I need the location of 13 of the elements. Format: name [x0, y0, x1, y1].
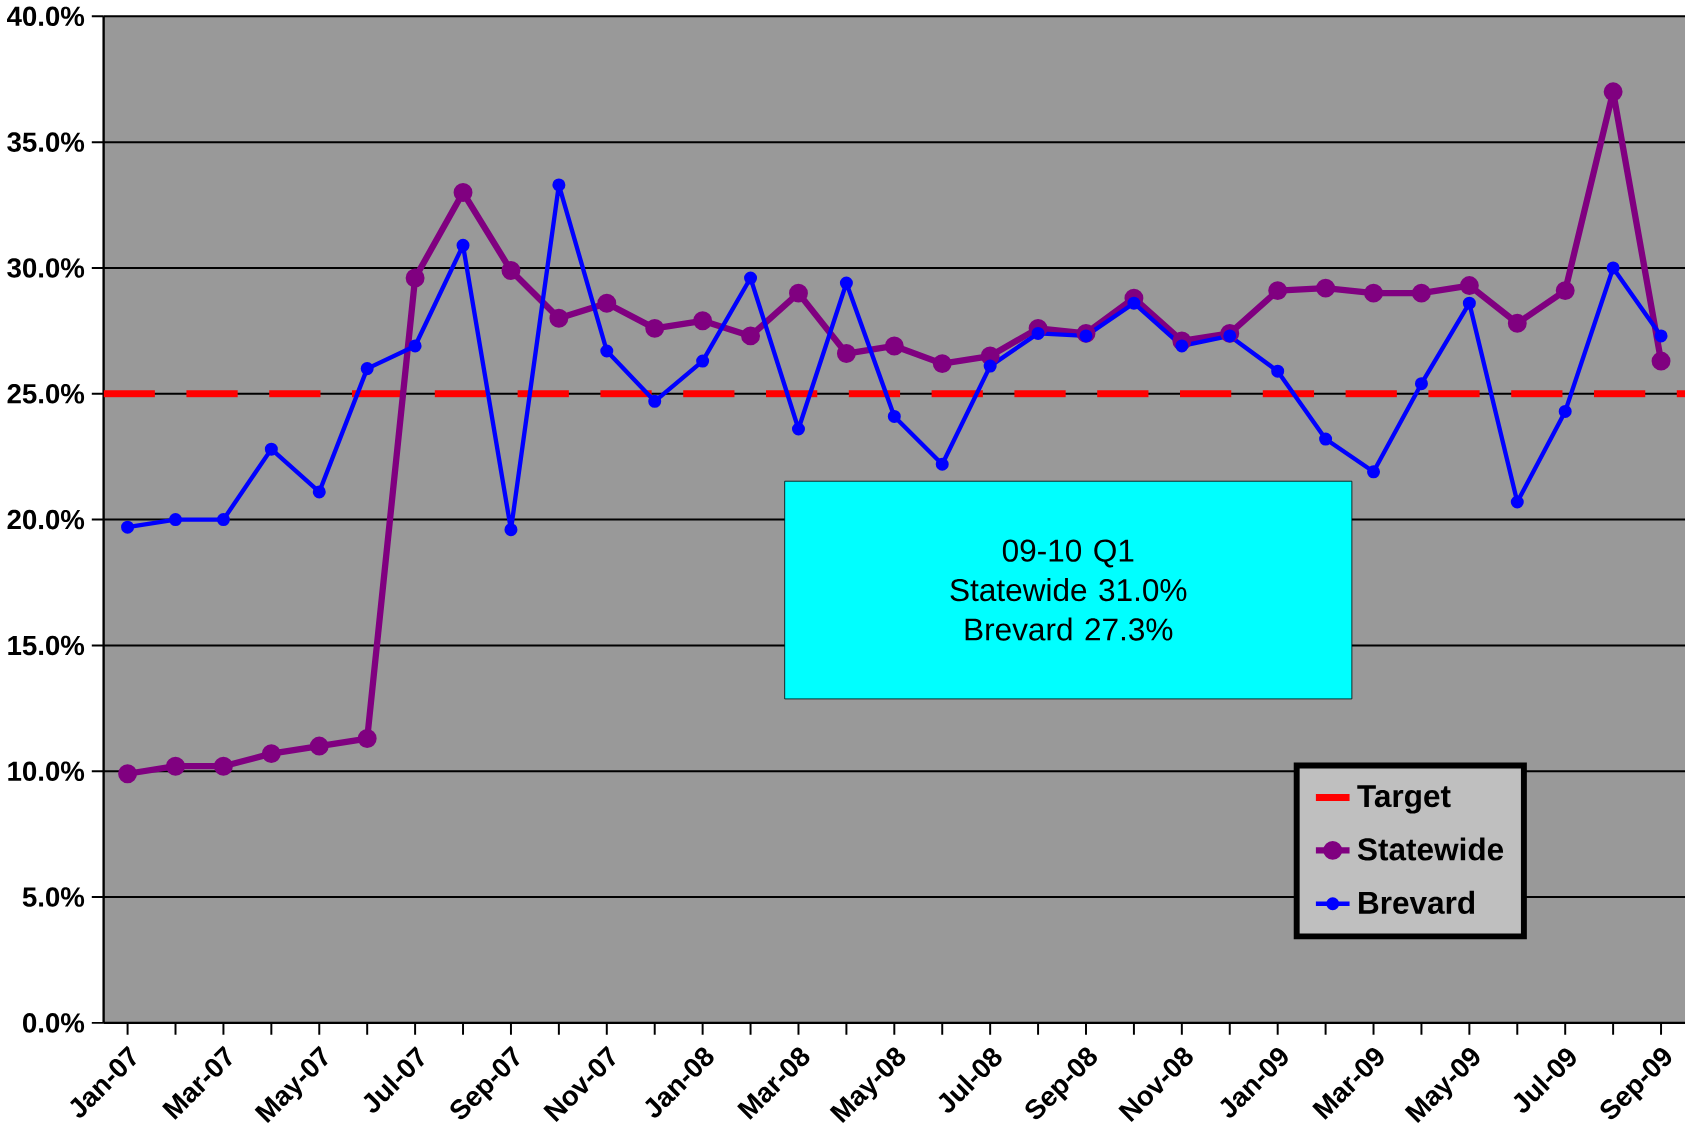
legend-label: Statewide [1357, 837, 1504, 861]
y-tick-label: 5.0% [22, 887, 85, 907]
y-tick-label: 35.0% [7, 132, 85, 153]
y-tick-label: 25.0% [7, 384, 85, 404]
y-tick-label: 0.0% [23, 1013, 85, 1033]
y-tick-label: 15.0% [8, 635, 85, 656]
legend-label: Brevard [1359, 891, 1475, 915]
legend-label: Target [1357, 785, 1451, 814]
annotation: 09-10 Q1 Statewide 31.0% Brevard 27.3% [950, 539, 1187, 641]
y-tick-label: 40.0% [7, 6, 85, 27]
y-tick-label: 20.0% [7, 509, 85, 530]
y-tick-label: 30.0% [7, 258, 85, 278]
y-tick-label: 10.0% [8, 761, 85, 782]
